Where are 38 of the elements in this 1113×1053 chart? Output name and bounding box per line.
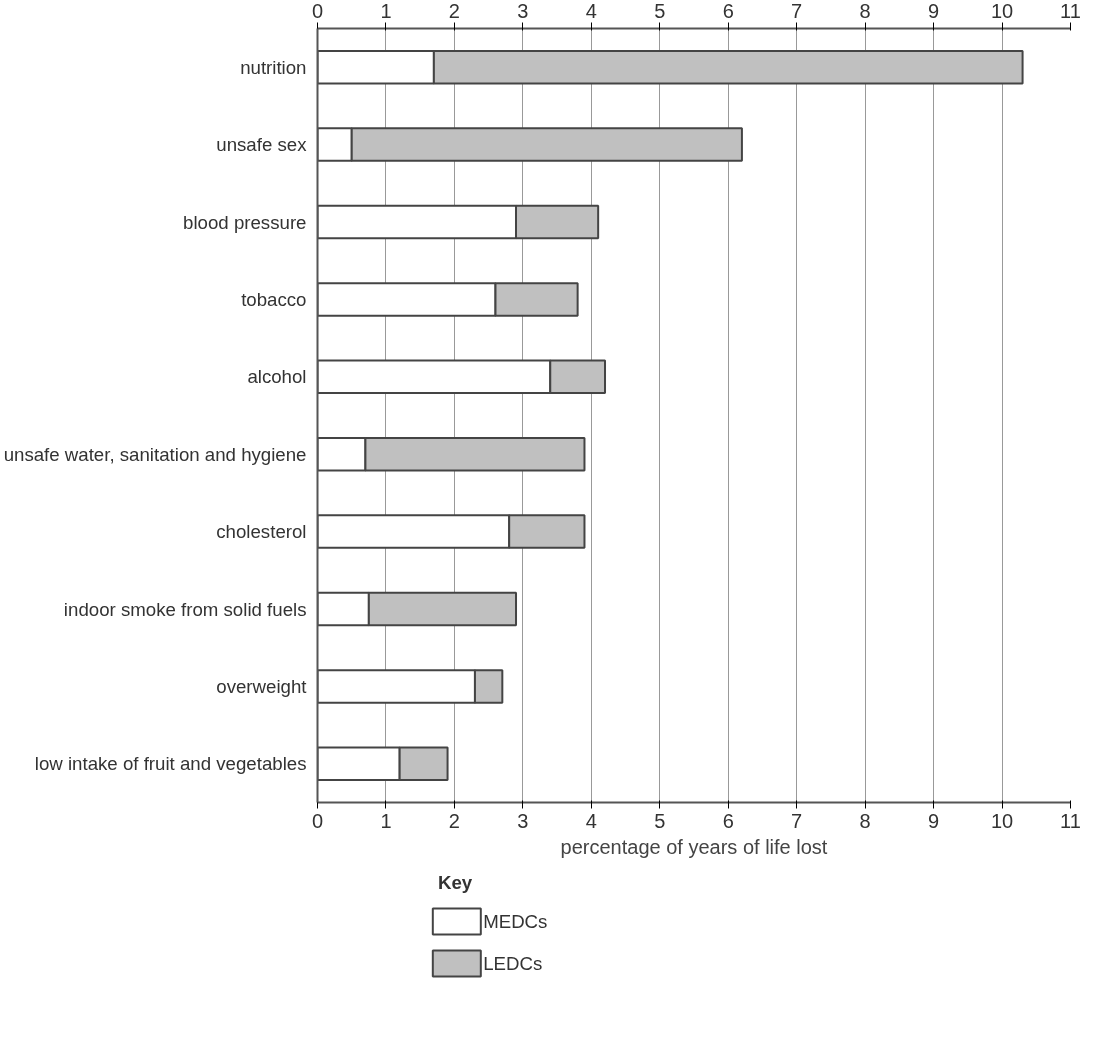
x-tick-label: 0 <box>311 0 324 22</box>
x-axis-title: percentage of years of life lost <box>560 835 828 858</box>
x2-tick-label: 7 <box>791 809 803 832</box>
y-tick-label: alcohol <box>247 366 307 388</box>
x2-tick-label: 4 <box>585 809 597 832</box>
x2-tick-label: 0 <box>311 809 324 832</box>
x-tick-label: 11 <box>1060 0 1081 22</box>
x-tick-label: 2 <box>448 0 460 22</box>
x2-tick-label: 5 <box>654 809 666 832</box>
legend-label: MEDCs <box>483 911 548 932</box>
x-tick-label: 4 <box>585 0 597 22</box>
x2-tick-label: 1 <box>380 809 392 832</box>
x2-tick-label: 2 <box>448 809 460 832</box>
x2-tick-label: 10 <box>990 809 1014 832</box>
x-tick-label: 9 <box>928 0 940 22</box>
x2-tick-label: 6 <box>722 809 734 832</box>
x-tick-label: 7 <box>791 0 803 22</box>
y-tick-label: nutrition <box>240 56 307 78</box>
x2-tick-label: 9 <box>928 809 940 832</box>
x-tick-label: 1 <box>380 0 392 22</box>
x-tick-label: 3 <box>517 0 529 22</box>
x2-tick-label: 11 <box>1060 809 1081 832</box>
y-tick-label: indoor smoke from solid fuels <box>63 598 307 620</box>
y-tick-label: unsafe sex <box>216 134 308 156</box>
legend-title: Key <box>437 871 473 893</box>
legend-label: LEDCs <box>483 953 543 974</box>
x-tick-label: 6 <box>722 0 734 22</box>
y-tick-label: blood pressure <box>183 211 307 233</box>
x-tick-label: 8 <box>859 0 871 22</box>
y-tick-label: low intake of fruit and vegetables <box>34 753 307 775</box>
y-tick-label: cholesterol <box>216 521 307 543</box>
x2-tick-label: 8 <box>859 809 871 832</box>
x2-tick-label: 3 <box>517 809 529 832</box>
y-tick-label: unsafe water, sanitation and hygiene <box>3 443 307 465</box>
x-tick-label: 5 <box>654 0 666 22</box>
y-tick-label: overweight <box>216 675 308 697</box>
x-tick-label: 10 <box>990 0 1014 22</box>
y-tick-label: tobacco <box>241 288 307 310</box>
